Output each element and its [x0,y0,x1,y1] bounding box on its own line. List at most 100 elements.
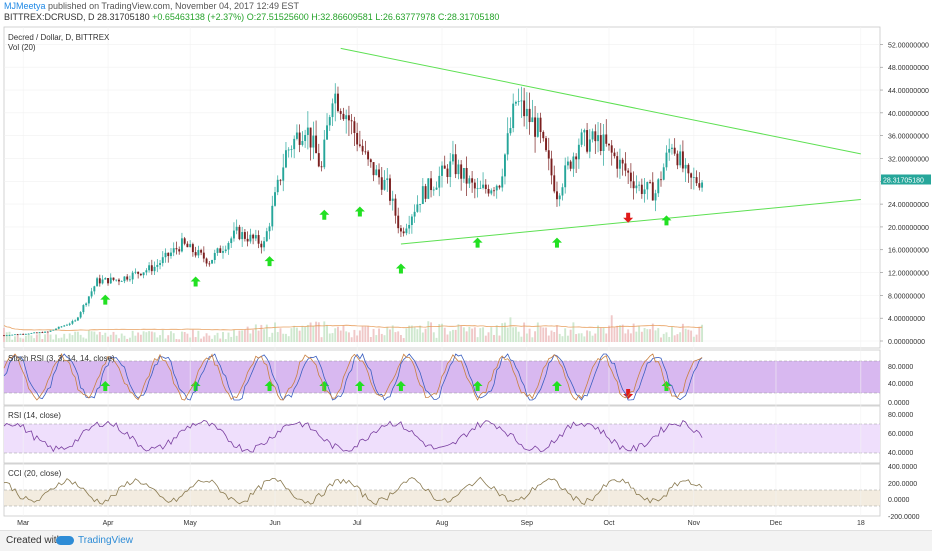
candle [276,179,279,193]
volume-bar [399,335,402,342]
volume-bar [419,325,422,342]
volume-bar [701,324,704,342]
volume-bar [638,325,641,342]
volume-bar [71,335,74,342]
candle [528,108,531,123]
candle [558,195,561,200]
change-value: +0.65463138 (+2.37%) [152,12,245,22]
candle [68,323,71,325]
candle [301,140,304,145]
candle [79,312,82,318]
volume-bar [676,334,679,342]
candle [202,252,205,259]
vol-label: Vol (20) [8,43,36,52]
tradingview-brand-link[interactable]: TradingView [78,535,134,546]
last-price: 28.31705180 [97,12,150,22]
chart-svg[interactable]: 52.00000000 48.00000000 44.00000000 40.0000… [0,24,932,528]
trendline [400,199,861,245]
main-title: Decred / Dollar, D, BITTREX [8,33,110,42]
candle [186,243,189,248]
volume-bar [473,327,476,342]
volume-bar [41,339,44,342]
volume-bar [189,337,192,342]
up-arrow-icon [472,381,483,391]
candle [35,332,38,334]
volume-bar [52,339,55,342]
volume-bar [293,325,296,342]
volume-bar [356,335,359,342]
candle [676,153,679,166]
candle [468,178,471,184]
candle [375,169,378,176]
candle [41,332,44,334]
candle [454,154,457,175]
volume-bar [629,333,632,342]
volume-bar [402,338,405,342]
y-tick-label: 44.00000000 [888,88,929,95]
candle [443,165,446,169]
volume-bar [137,332,140,342]
candle [698,183,701,188]
candle [520,100,523,102]
volume-bar [514,327,517,342]
candle [523,100,526,117]
volume-bar [421,332,424,342]
candle [479,187,482,189]
volume-bar [687,329,690,342]
y-tick-label: 4.00000000 [888,316,925,323]
volume-bar [87,330,90,342]
candle [597,135,599,142]
candle [531,117,534,123]
volume-bar [227,332,230,342]
candle [170,252,172,257]
author-link[interactable]: MJMeetya [4,1,46,11]
volume-bar [495,325,498,342]
volume-bar [180,331,183,342]
up-arrow-icon [661,215,672,226]
candle [482,184,485,188]
candle [556,191,558,200]
volume-bar [197,330,200,342]
volume-bar [268,336,271,342]
candle [126,276,129,280]
chart-area[interactable]: 52.00000000 48.00000000 44.00000000 40.0000… [0,24,932,528]
volume-bar [350,337,353,342]
y-tick-label: 16.00000000 [888,248,929,255]
candle [315,135,318,154]
volume-bar [539,326,542,342]
candle [594,131,597,142]
candle [16,334,19,336]
ticker-line: BITTREX:DCRUSD, D 28.31705180 +0.6546313… [4,12,499,22]
candle [235,226,238,231]
x-tick-label: Jul [353,520,362,527]
symbol-label: BITTREX:DCRUSD, D [4,12,95,22]
candle [413,211,416,217]
candle [230,238,233,244]
candle [295,132,298,139]
volume-bar [564,328,567,342]
volume-bar [104,332,107,342]
candle [153,266,156,272]
volume-bar [621,324,624,342]
candle [213,252,216,260]
volume-bars [3,315,704,342]
volume-bar [580,333,583,342]
candle [670,147,673,149]
volume-bar [394,332,397,342]
volume-bar [383,335,386,342]
up-arrow-icon [100,381,111,391]
candle [539,117,542,132]
candle [506,133,509,155]
candle [534,117,537,137]
volume-bar [150,331,153,342]
up-arrow-icon [264,256,275,267]
volume-bar [651,323,654,342]
volume-bar [670,326,673,342]
candle [326,125,328,140]
candle [263,241,266,248]
volume-bar [57,338,60,342]
candle [189,244,192,248]
candle [19,333,22,335]
candle [46,331,49,333]
volume-bar [435,337,438,342]
